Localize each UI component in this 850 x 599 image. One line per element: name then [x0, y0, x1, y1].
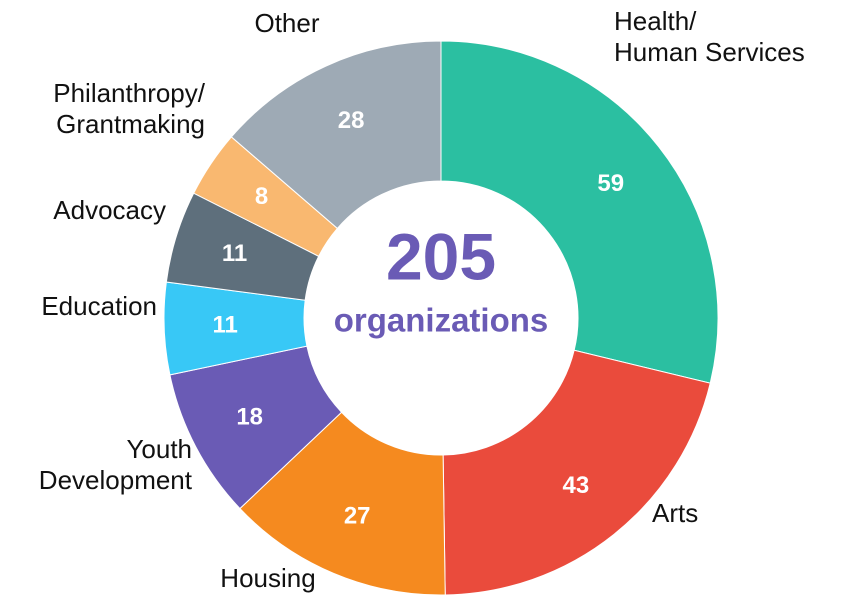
category-label: Other	[254, 8, 320, 38]
donut-segment	[440, 40, 719, 384]
value-label: 27	[344, 502, 371, 529]
category-label: Health/ Human Services	[614, 6, 805, 67]
center-label: organizations	[334, 302, 549, 339]
value-label: 43	[563, 472, 590, 499]
category-label: Advocacy	[53, 195, 166, 225]
category-label: Philanthropy/ Grantmaking	[53, 78, 205, 139]
category-label: Education	[41, 291, 157, 321]
center-value: 205	[386, 219, 496, 293]
category-label: Housing	[220, 563, 316, 593]
value-label: 11	[222, 240, 247, 267]
category-label: Arts	[652, 498, 699, 528]
value-label: 59	[597, 170, 624, 197]
category-label: Youth Development	[38, 434, 192, 495]
value-label: 18	[236, 404, 263, 431]
donut-segment	[230, 40, 442, 230]
donut-segment	[442, 349, 711, 596]
donut-segment	[239, 411, 446, 596]
value-label: 11	[212, 312, 237, 339]
value-label: 28	[338, 107, 365, 134]
value-label: 8	[255, 183, 268, 210]
